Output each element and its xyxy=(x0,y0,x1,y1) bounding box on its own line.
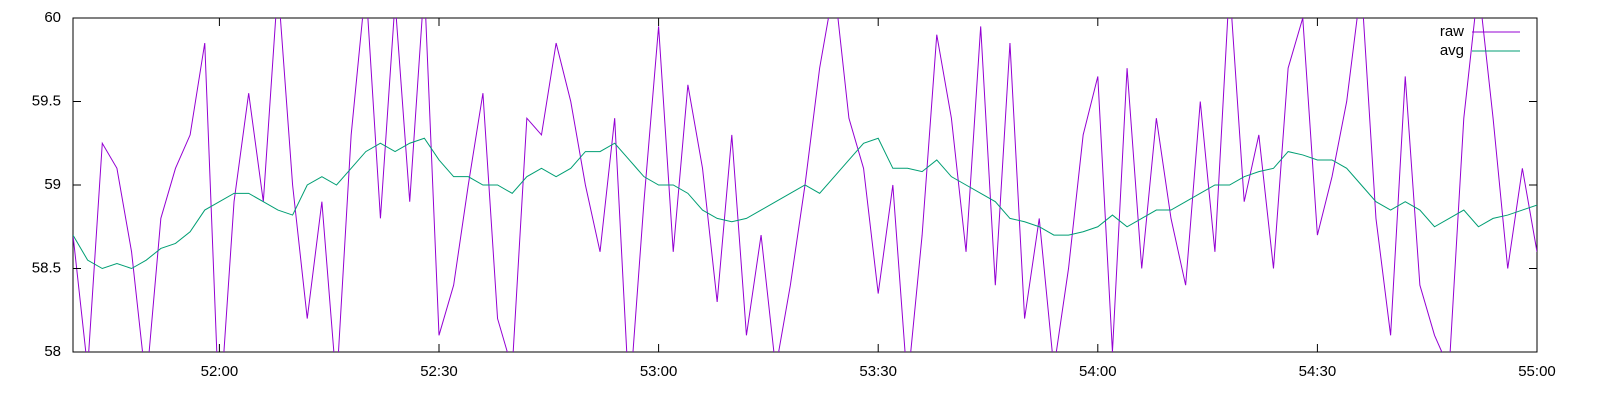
x-tick-label: 53:00 xyxy=(640,363,678,380)
series-line xyxy=(73,137,1537,270)
y-tick-label: 58.5 xyxy=(32,259,61,276)
x-tick-label: 54:00 xyxy=(1079,363,1117,380)
x-tick-label: 55:00 xyxy=(1518,363,1556,380)
y-tick-label: 59.5 xyxy=(32,92,61,109)
x-tick-label: 54:30 xyxy=(1299,363,1337,380)
x-tick-label: 52:00 xyxy=(201,363,239,380)
series-line xyxy=(73,18,1537,352)
legend-label: avg xyxy=(1440,42,1464,59)
plot-area xyxy=(73,18,1537,352)
y-tick-label: 59 xyxy=(44,176,61,193)
legend-label: raw xyxy=(1440,23,1464,40)
y-tick-label: 58 xyxy=(44,343,61,360)
y-tick-label: 60 xyxy=(44,9,61,26)
x-tick-label: 53:30 xyxy=(859,363,897,380)
x-tick-label: 52:30 xyxy=(420,363,458,380)
